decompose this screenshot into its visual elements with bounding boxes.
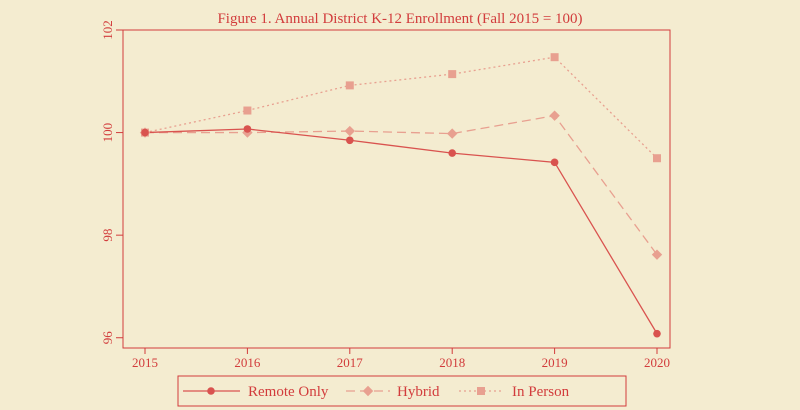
data-point-hybrid: [549, 110, 560, 121]
x-tick-label: 2020: [644, 355, 670, 370]
y-tick-label: 96: [100, 331, 115, 345]
x-tick-label: 2015: [132, 355, 158, 370]
series-markers: [139, 53, 663, 338]
data-point-hybrid: [344, 125, 355, 137]
data-point-remote-only: [141, 128, 149, 137]
data-point-in-person: [448, 70, 457, 79]
data-point-hybrid: [651, 249, 663, 260]
data-point-in-person: [243, 106, 252, 115]
data-point-in-person: [550, 53, 559, 62]
legend-marker-in-person: [477, 387, 485, 395]
legend: Remote Only Hybrid In Person: [177, 375, 627, 407]
series-lines: [144, 56, 658, 334]
chart-title: Figure 1. Annual District K-12 Enrollmen…: [217, 11, 582, 27]
legend-box: [177, 375, 627, 407]
legend-label-remote-only: Remote Only: [248, 384, 329, 400]
y-tick-label: 102: [100, 20, 115, 40]
data-point-remote-only: [448, 149, 457, 157]
data-point-remote-only: [346, 136, 354, 145]
legend-label-hybrid: Hybrid: [397, 384, 440, 400]
data-point-hybrid: [447, 128, 458, 139]
x-tick-label: 2019: [542, 355, 568, 370]
x-tick-label: 2016: [234, 355, 261, 370]
legend-label-in-person: In Person: [512, 384, 570, 400]
series-line-remote-only: [144, 128, 658, 334]
legend-marker-hybrid: [362, 385, 374, 397]
x-tick-label: 2017: [337, 355, 364, 370]
data-point-in-person: [653, 154, 661, 163]
data-point-remote-only: [243, 125, 252, 133]
legend-marker-remote-only: [207, 387, 215, 395]
series-line-in-person: [144, 56, 658, 159]
y-tick-label: 100: [100, 123, 115, 143]
x-tick-label: 2018: [439, 355, 465, 370]
data-point-in-person: [345, 81, 354, 90]
data-point-remote-only: [653, 329, 661, 338]
data-point-remote-only: [550, 158, 559, 167]
x-axis-ticks: 2015 2016 2017 2018 2019 2020: [132, 348, 670, 370]
series-line-hybrid: [145, 114, 658, 256]
y-axis-ticks: 96 98 100 102: [100, 20, 123, 344]
y-tick-label: 98: [100, 229, 115, 242]
